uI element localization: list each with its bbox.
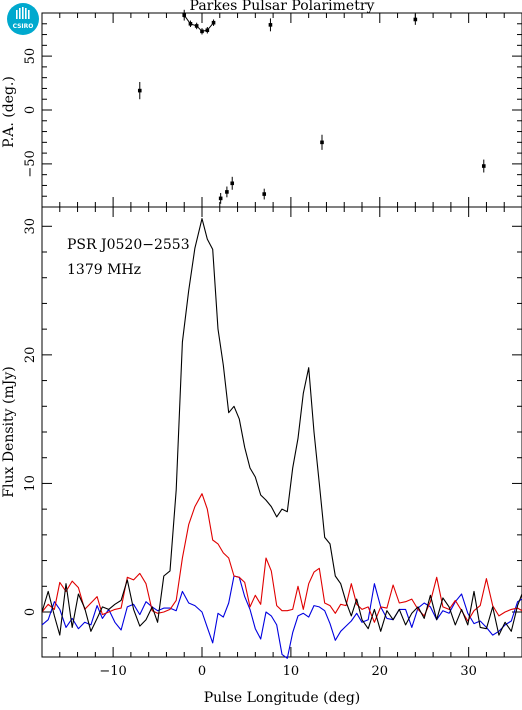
pa-fit-curve [183, 14, 214, 32]
pa-point [182, 9, 187, 21]
top-panel-frame [41, 12, 522, 208]
pa-marker [182, 13, 187, 17]
csiro-logo-text: CSIRO [13, 23, 34, 30]
pa-marker [262, 192, 267, 196]
pa-point [230, 176, 235, 190]
pa-marker [320, 140, 324, 145]
pa-marker [205, 28, 210, 33]
pa-point [268, 18, 273, 32]
pulsar-name-label: PSR J0520−2553 [67, 237, 190, 253]
csiro-logo-bars [16, 7, 30, 19]
top-y-tick-label: 50 [23, 48, 38, 65]
csiro-logo: CSIRO [7, 3, 39, 35]
pa-marker [211, 20, 216, 25]
pa-point [188, 20, 193, 28]
x-tick-label: 20 [372, 664, 389, 679]
pa-marker [200, 29, 204, 34]
pa-point [137, 81, 142, 100]
top-y-tick-label: 0 [23, 106, 38, 114]
pa-marker [225, 190, 229, 194]
pa-point [205, 27, 210, 34]
flux-series [41, 218, 522, 659]
bottom-y-tick-label: 20 [23, 347, 38, 364]
total-intensity-line [41, 218, 522, 636]
top-y-ticks: −50 0 50 [23, 23, 522, 197]
pa-point [262, 188, 267, 200]
pa-marker [194, 24, 199, 28]
pa-point [200, 28, 204, 35]
pa-marker [481, 164, 486, 168]
pa-marker [137, 88, 142, 93]
pa-marker [218, 196, 223, 201]
pa-point [413, 14, 418, 25]
bottom-y-ticks: 0 10 20 30 [23, 218, 522, 639]
x-tick-label: 10 [283, 664, 300, 679]
figure-title: Parkes Pulsar Polarimetry [190, 0, 375, 14]
top-y-axis-label: P.A. (deg.) [1, 76, 17, 148]
bottom-x-ticks: −10 0 10 20 30 [41, 207, 522, 679]
bottom-y-tick-label: 10 [23, 475, 38, 492]
x-axis-label: Pulse Longitude (deg) [204, 690, 361, 706]
pa-marker [230, 181, 235, 186]
pa-marker [268, 23, 273, 27]
pa-point [218, 192, 223, 204]
top-x-ticks [41, 13, 522, 207]
circular-polarization-line [41, 575, 522, 659]
pa-point [320, 134, 324, 150]
x-tick-label: 0 [198, 664, 206, 679]
pa-point [194, 22, 199, 30]
pa-point [225, 186, 229, 198]
position-angle-panel: −50 0 50 P.A. (deg.) [1, 9, 522, 208]
frequency-label: 1379 MHz [67, 262, 141, 278]
x-tick-label: −10 [99, 664, 126, 679]
linear-polarization-line [41, 493, 522, 623]
pa-marker [413, 17, 418, 22]
bottom-y-tick-label: 0 [23, 608, 38, 616]
pa-points [137, 9, 486, 204]
pa-point [211, 19, 216, 26]
flux-density-panel: 0 10 20 30 −10 0 10 20 30 PSR J0520−2553 1379 M… [1, 206, 522, 706]
x-tick-label: 30 [460, 664, 477, 679]
pa-point [481, 159, 486, 173]
bottom-y-tick-label: 30 [23, 218, 38, 235]
bottom-y-axis-label: Flux Density (mJy) [1, 366, 17, 497]
top-y-tick-label: −50 [23, 150, 38, 177]
pa-marker [188, 21, 193, 26]
